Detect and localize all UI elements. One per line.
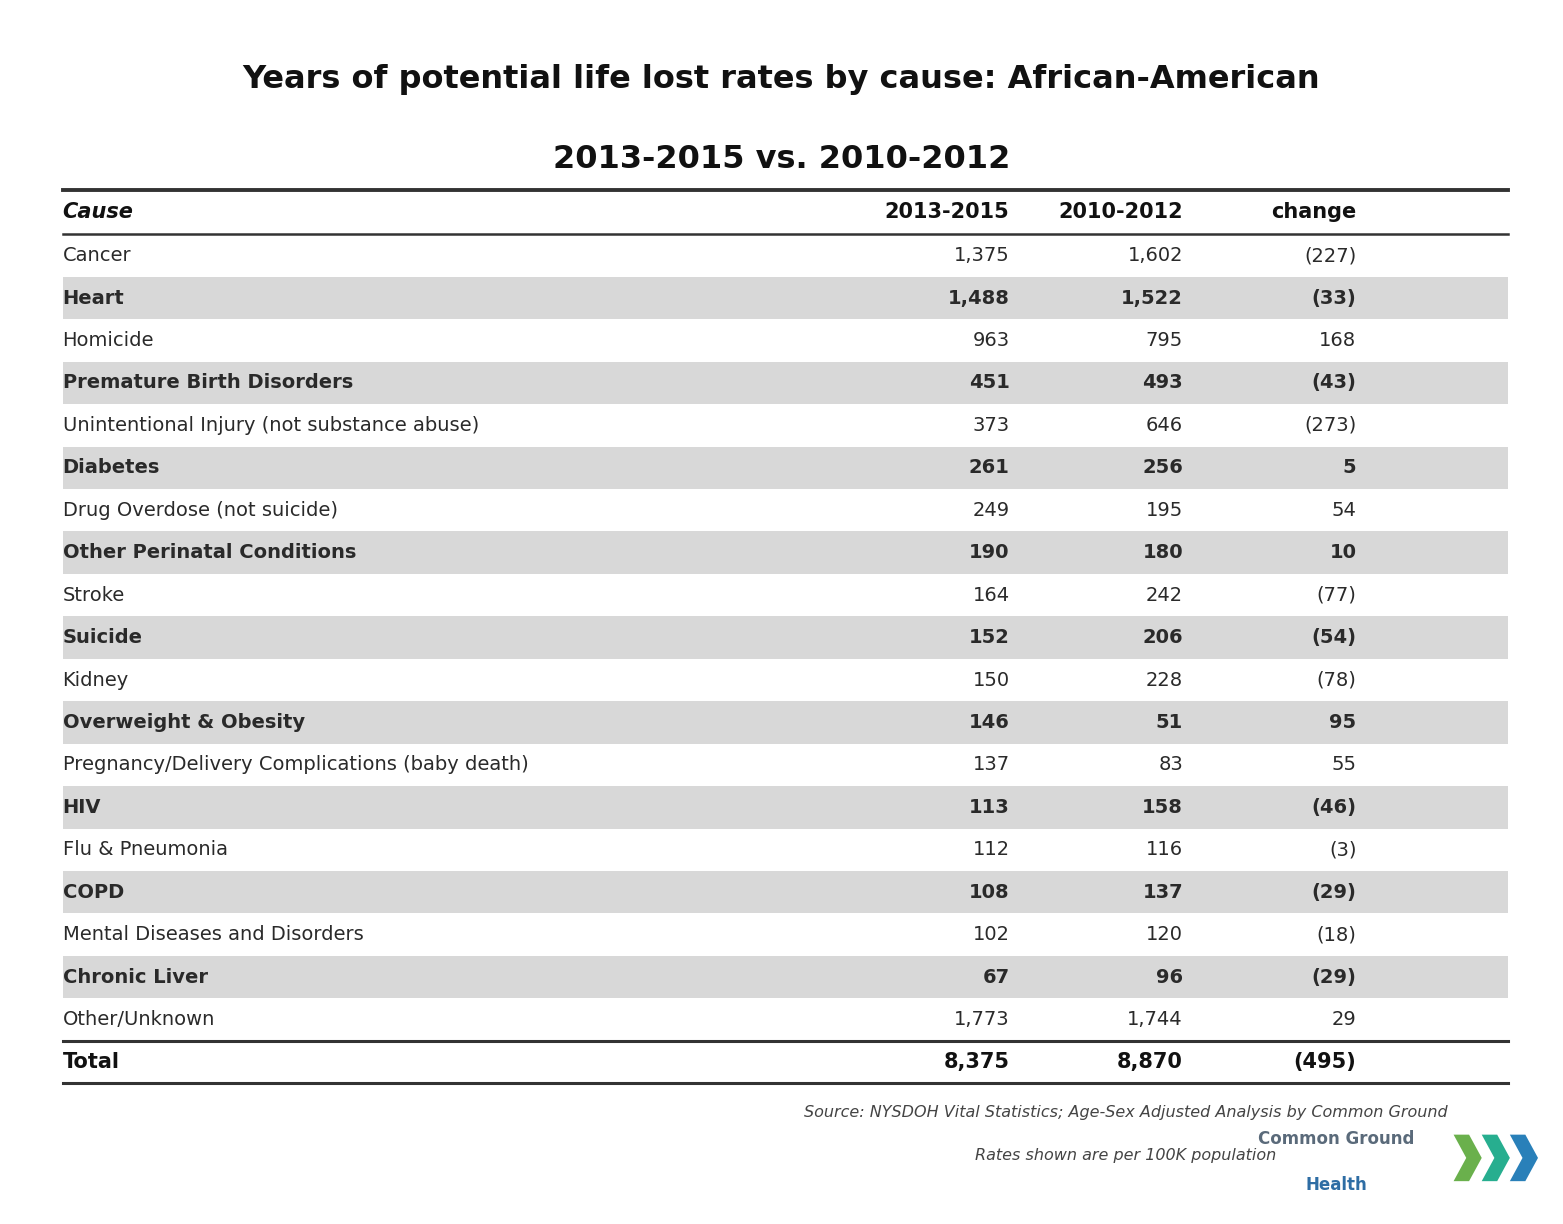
Text: 120: 120 [1146, 925, 1183, 944]
Text: Pregnancy/Delivery Complications (baby death): Pregnancy/Delivery Complications (baby d… [63, 755, 528, 775]
Text: 95: 95 [1330, 714, 1357, 732]
Text: Kidney: Kidney [63, 671, 128, 689]
Text: 646: 646 [1146, 416, 1183, 435]
Text: (227): (227) [1304, 246, 1357, 266]
Text: 137: 137 [972, 755, 1010, 775]
Text: 261: 261 [969, 458, 1010, 477]
Text: 55: 55 [1332, 755, 1357, 775]
Text: 256: 256 [1143, 458, 1183, 477]
Text: 2010-2012: 2010-2012 [1058, 202, 1183, 222]
Text: 83: 83 [1158, 755, 1183, 775]
Text: 373: 373 [972, 416, 1010, 435]
Text: change: change [1271, 202, 1357, 222]
Text: 190: 190 [969, 543, 1010, 562]
Text: Rates shown are per 100K population: Rates shown are per 100K population [975, 1148, 1275, 1163]
Text: 67: 67 [983, 968, 1010, 987]
Text: 96: 96 [1157, 968, 1183, 987]
Text: (54): (54) [1311, 628, 1357, 647]
Text: 2013-2015 vs. 2010-2012: 2013-2015 vs. 2010-2012 [553, 143, 1010, 175]
Text: 137: 137 [1143, 883, 1183, 902]
Text: 206: 206 [1143, 628, 1183, 647]
Text: 152: 152 [969, 628, 1010, 647]
Text: Premature Birth Disorders: Premature Birth Disorders [63, 373, 353, 393]
Text: 795: 795 [1146, 330, 1183, 350]
Text: COPD: COPD [63, 883, 123, 902]
Text: Diabetes: Diabetes [63, 458, 159, 477]
Text: (273): (273) [1304, 416, 1357, 435]
Text: (29): (29) [1311, 968, 1357, 987]
Text: 108: 108 [969, 883, 1010, 902]
Text: 116: 116 [1146, 841, 1183, 859]
Text: 1,375: 1,375 [953, 246, 1010, 266]
Text: Years of potential life lost rates by cause: African-American: Years of potential life lost rates by ca… [242, 64, 1321, 95]
Text: 242: 242 [1146, 585, 1183, 605]
Text: 963: 963 [972, 330, 1010, 350]
Text: 1,522: 1,522 [1121, 289, 1183, 307]
Text: HIV: HIV [63, 798, 102, 816]
Text: 249: 249 [972, 501, 1010, 520]
Text: 113: 113 [969, 798, 1010, 816]
Text: Cancer: Cancer [63, 246, 131, 266]
Text: Suicide: Suicide [63, 628, 142, 647]
Text: Unintentional Injury (not substance abuse): Unintentional Injury (not substance abus… [63, 416, 478, 435]
Text: (495): (495) [1294, 1051, 1357, 1072]
Text: (77): (77) [1316, 585, 1357, 605]
Text: Drug Overdose (not suicide): Drug Overdose (not suicide) [63, 501, 338, 520]
Text: 8,375: 8,375 [944, 1051, 1010, 1072]
Text: Health: Health [1305, 1176, 1368, 1195]
Text: Other/Unknown: Other/Unknown [63, 1010, 214, 1029]
Text: 5: 5 [1343, 458, 1357, 477]
Text: 164: 164 [972, 585, 1010, 605]
Text: Common Ground: Common Ground [1258, 1130, 1415, 1148]
Text: 493: 493 [1143, 373, 1183, 393]
Text: Source: NYSDOH Vital Statistics; Age-Sex Adjusted Analysis by Common Ground: Source: NYSDOH Vital Statistics; Age-Sex… [803, 1105, 1447, 1120]
Text: Homicide: Homicide [63, 330, 155, 350]
Text: 180: 180 [1143, 543, 1183, 562]
Text: (78): (78) [1316, 671, 1357, 689]
Text: 29: 29 [1332, 1010, 1357, 1029]
Text: 168: 168 [1319, 330, 1357, 350]
Text: Cause: Cause [63, 202, 133, 222]
Text: 54: 54 [1332, 501, 1357, 520]
Text: (3): (3) [1329, 841, 1357, 859]
Text: 8,870: 8,870 [1118, 1051, 1183, 1072]
Text: (18): (18) [1316, 925, 1357, 944]
Text: 10: 10 [1330, 543, 1357, 562]
Text: (29): (29) [1311, 883, 1357, 902]
Text: 112: 112 [972, 841, 1010, 859]
Text: 146: 146 [969, 714, 1010, 732]
Text: (33): (33) [1311, 289, 1357, 307]
Text: Stroke: Stroke [63, 585, 125, 605]
Text: 102: 102 [972, 925, 1010, 944]
Text: Heart: Heart [63, 289, 125, 307]
Text: Flu & Pneumonia: Flu & Pneumonia [63, 841, 228, 859]
Text: 195: 195 [1146, 501, 1183, 520]
Text: Total: Total [63, 1051, 119, 1072]
Text: 451: 451 [969, 373, 1010, 393]
Text: 228: 228 [1146, 671, 1183, 689]
Text: 51: 51 [1155, 714, 1183, 732]
Text: 1,488: 1,488 [947, 289, 1010, 307]
Text: Mental Diseases and Disorders: Mental Diseases and Disorders [63, 925, 363, 944]
Text: 1,602: 1,602 [1127, 246, 1183, 266]
Text: Overweight & Obesity: Overweight & Obesity [63, 714, 305, 732]
Text: 2013-2015: 2013-2015 [885, 202, 1010, 222]
Text: Other Perinatal Conditions: Other Perinatal Conditions [63, 543, 356, 562]
Text: 1,744: 1,744 [1127, 1010, 1183, 1029]
Text: 158: 158 [1143, 798, 1183, 816]
Text: 150: 150 [972, 671, 1010, 689]
Text: 1,773: 1,773 [953, 1010, 1010, 1029]
Text: Chronic Liver: Chronic Liver [63, 968, 208, 987]
Text: (46): (46) [1311, 798, 1357, 816]
Text: (43): (43) [1311, 373, 1357, 393]
